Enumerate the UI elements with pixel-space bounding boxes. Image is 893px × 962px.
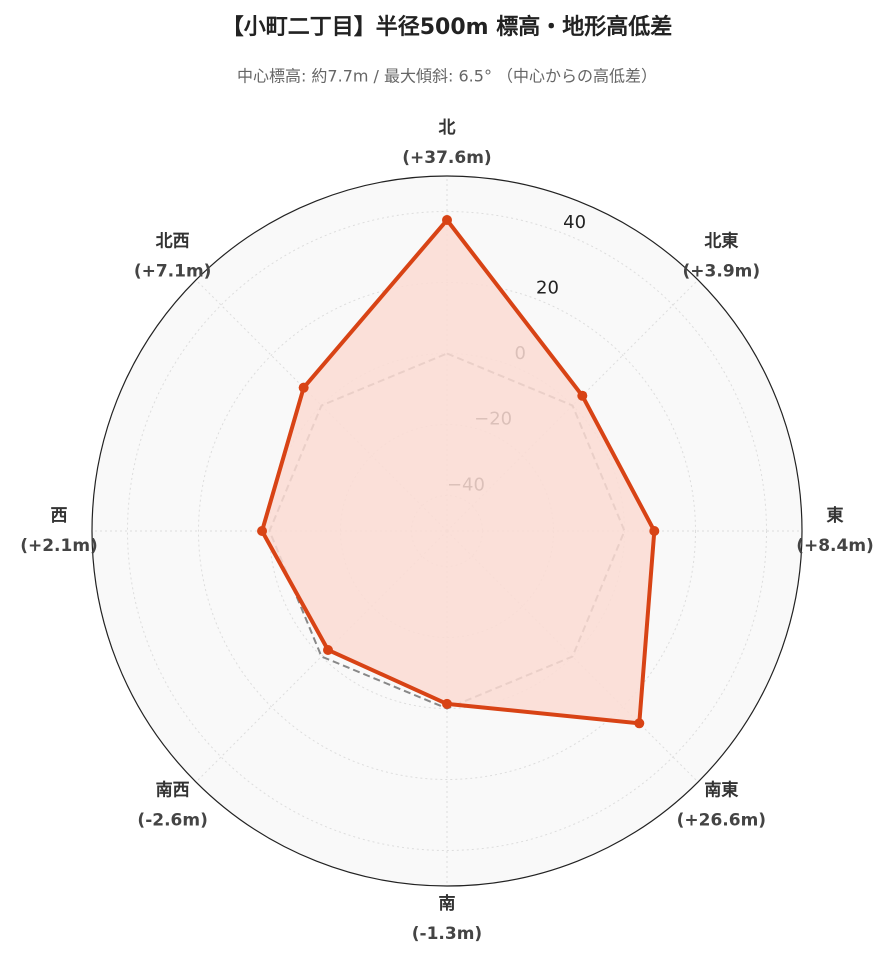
value-label: (+26.6m) [677,810,766,830]
category-label: 南東 [704,779,738,800]
y-tick-label: 40 [563,212,586,233]
category-label: 南 [439,893,456,914]
value-label: (+7.1m) [134,262,212,282]
chart-title: 【小町二丁目】半径500m 標高・地形高低差 [222,14,673,40]
spoke [195,530,448,783]
spoke [446,279,699,532]
spoke [195,279,448,532]
spoke [446,530,699,783]
value-label: (+3.9m) [683,262,761,282]
data-point [298,382,309,393]
category-label: 北東 [704,231,738,252]
data-point [442,698,452,709]
grid-line [127,211,767,851]
value-label: (-2.6m) [137,810,207,830]
value-label: (+37.6m) [402,148,491,168]
data-point [442,215,452,226]
category-label: 北西 [156,232,190,252]
data-point [649,526,660,536]
value-label: (+2.1m) [20,536,98,556]
data-point [323,644,334,655]
category-label: 北 [439,118,456,138]
y-tick-label: 20 [536,277,559,298]
value-label: (+8.4m) [796,536,874,556]
category-label: 西 [51,506,68,526]
category-label: 南西 [156,779,190,800]
data-point [257,526,268,536]
value-label: (-1.3m) [412,924,482,944]
chart-subtitle: 中心標高: 約7.7m / 最大傾斜: 6.5° （中心からの高低差） [237,67,657,86]
outer-ring [91,175,803,887]
data-point [577,390,588,401]
data-point [634,718,645,729]
category-label: 東 [827,505,844,526]
